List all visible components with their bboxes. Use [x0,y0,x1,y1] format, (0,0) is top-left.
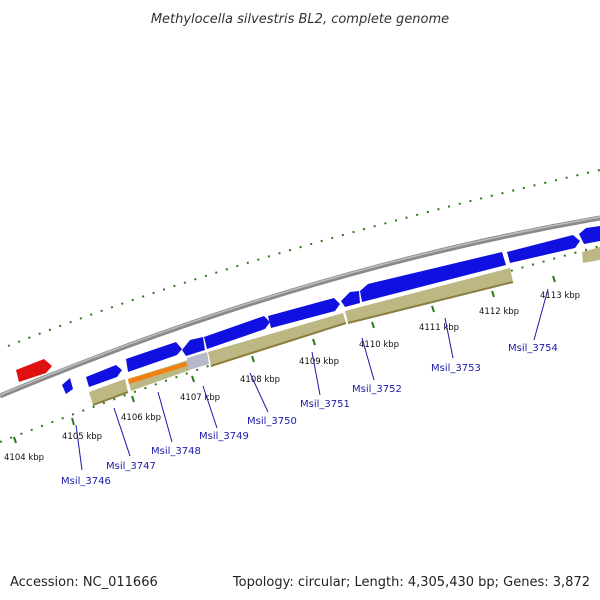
kbp-tick-4109 [312,338,316,346]
feature-band-2-edge [210,322,347,367]
cds-forward-track [62,226,600,394]
cds-msil-3746[interactable] [62,378,73,394]
gene-label-msil-3749[interactable]: Msil_3749 [199,431,249,442]
feature-band-track [89,247,600,406]
leader-msil-3749 [202,385,218,429]
feature-band-3-edge [347,281,514,324]
feature-band-1[interactable] [89,379,128,405]
cds-msil-3753[interactable] [360,252,506,302]
kbp-label-4111: 4111 kbp [419,323,459,333]
leader-msil-3747 [113,407,131,457]
kbp-tick-4104 [13,436,17,444]
gene-label-msil-3751[interactable]: Msil_3751 [300,399,350,410]
kbp-label-4105: 4105 kbp [62,432,102,442]
leader-msil-3751 [311,351,321,396]
kbp-label-4107: 4107 kbp [180,393,220,403]
leader-msil-3752 [361,337,375,381]
accession-text: Accession: NC_011666 [10,575,158,590]
genome-backbone [0,215,600,399]
kbp-tick-4111 [431,305,435,313]
cds-msil-3751[interactable] [268,298,340,328]
cds-msil-3748[interactable] [126,342,182,372]
rna-feature[interactable] [16,359,52,382]
kbp-label-4109: 4109 kbp [299,357,339,367]
kbp-label-4110: 4110 kbp [359,340,399,350]
kbp-label-4113: 4113 kbp [540,291,580,301]
gene-labels: Msil_3746 Msil_3747 Msil_3748 Msil_3749 … [61,288,558,487]
cds-msil-3749[interactable] [182,337,205,356]
kbp-tick-4106 [131,395,135,403]
kbp-label-4104: 4104 kbp [4,453,44,463]
cds-other-grey[interactable] [187,352,209,370]
gene-label-msil-3748[interactable]: Msil_3748 [151,446,201,457]
kbp-label-4106: 4106 kbp [121,413,161,423]
feature-band-4[interactable] [582,247,600,263]
leader-msil-3753 [444,317,454,359]
leader-msil-3754 [533,288,549,341]
kbp-tick-4113 [552,275,556,283]
genome-title: Methylocella silvestris BL2, complete ge… [151,12,449,27]
cds-msil-3752[interactable] [341,291,360,307]
leader-msil-3748 [157,391,173,443]
cds-msil-3750[interactable] [204,316,270,349]
gene-label-msil-3747[interactable]: Msil_3747 [106,461,156,472]
feature-band-3[interactable] [345,268,513,323]
feature-band-2[interactable] [208,313,346,366]
kbp-tick-4108 [251,355,255,363]
gene-label-msil-3746[interactable]: Msil_3746 [61,476,111,487]
kbp-label-4108: 4108 kbp [240,375,280,385]
cds-msil-3747[interactable] [86,365,122,387]
gene-label-msil-3754[interactable]: Msil_3754 [508,343,558,354]
kbp-tick-4105 [71,417,75,426]
gene-label-msil-3752[interactable]: Msil_3752 [352,384,402,395]
kbp-scale: 4104 kbp 4105 kbp 4106 kbp 4107 kbp 4108… [4,275,580,463]
gene-label-msil-3750[interactable]: Msil_3750 [247,416,297,427]
leader-msil-3750 [249,372,269,413]
kbp-tick-4112 [491,290,495,298]
cds-msil-3755[interactable] [579,226,600,244]
kbp-tick-4107 [191,375,195,383]
gene-label-msil-3753[interactable]: Msil_3753 [431,363,481,374]
kbp-tick-4110 [371,321,375,329]
genome-backbone-highlight [0,216,600,396]
cds-highlight-orange[interactable] [128,362,187,384]
genome-summary: Topology: circular; Length: 4,305,430 bp… [232,575,590,590]
feature-band-1-edge [92,391,129,406]
cds-msil-3754[interactable] [507,235,580,263]
kbp-label-4112: 4112 kbp [479,307,519,317]
leader-msil-3746 [75,424,83,471]
